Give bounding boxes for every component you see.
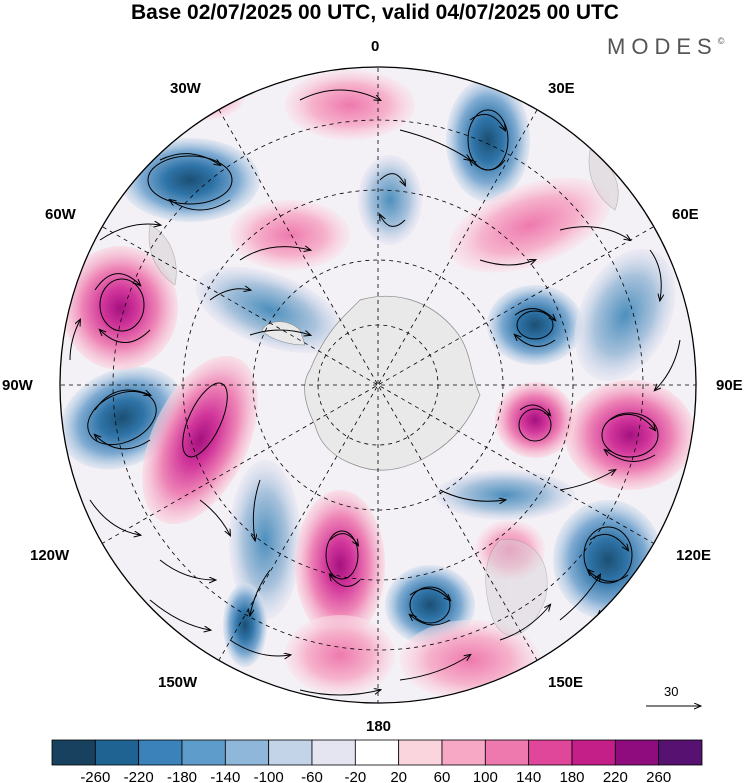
lon-label-60w: 60W <box>45 206 76 223</box>
lon-label-90e: 90E <box>716 377 743 394</box>
map-title: Base 02/07/2025 00 UTC, valid 04/07/2025… <box>131 1 619 24</box>
lon-label-90w: 90W <box>2 377 33 394</box>
colorbar-tick-label: -20 <box>344 769 366 783</box>
lon-label-0: 0 <box>371 38 380 55</box>
colorbar-swatch <box>398 739 443 766</box>
colorbar-tick-label: -140 <box>210 769 240 783</box>
colorbar-swatch <box>441 739 486 766</box>
colorbar-swatch <box>224 739 270 766</box>
map-disk <box>60 67 696 703</box>
reference-vector-label: 30 <box>664 684 679 699</box>
colorbar-tick-label: 20 <box>390 769 407 783</box>
colorbar-tick-label: 260 <box>646 769 671 783</box>
colorbar-swatch <box>311 739 356 766</box>
lon-label-120w: 120W <box>30 547 70 564</box>
antarctica-land <box>304 295 481 471</box>
colorbar-tick-label: -60 <box>301 769 323 783</box>
colorbar-tick-label: -180 <box>167 769 197 783</box>
lon-label-60e: 60E <box>672 206 699 223</box>
colorbar-tick-label: 60 <box>434 769 451 783</box>
colorbar-tick-label: -260 <box>80 769 110 783</box>
colorbar-swatch <box>94 739 140 766</box>
colorbar-swatch <box>138 739 183 766</box>
colorbar-swatch <box>484 739 530 766</box>
lon-label-30e: 30E <box>548 80 575 97</box>
lon-label-150w: 150W <box>158 674 198 691</box>
lon-label-120e: 120E <box>676 547 712 564</box>
modes-logo: MODES© <box>607 34 724 60</box>
colorbar <box>51 739 703 766</box>
colorbar-swatch <box>571 739 616 766</box>
colorbar-tick-label: -100 <box>254 769 284 783</box>
lon-label-30w: 30W <box>170 80 201 97</box>
lon-label-150e: 150E <box>548 674 584 691</box>
colorbar-tick-label: -220 <box>124 769 154 783</box>
copyright-mark: © <box>717 36 725 46</box>
graticule <box>60 67 696 703</box>
map-boundary <box>59 66 697 704</box>
colorbar-tick-label: 180 <box>559 769 584 783</box>
colorbar-swatch <box>51 739 96 766</box>
colorbar-swatch <box>268 739 313 766</box>
colorbar-tick-label: 220 <box>603 769 628 783</box>
colorbar-swatch <box>614 739 660 766</box>
colorbar-tick-label: 140 <box>516 769 541 783</box>
colorbar-labels: -260 -220 -180 -140 -100 -60 -20 20 60 100 140 180 2… <box>80 769 671 783</box>
colorbar-swatch <box>181 739 226 766</box>
anomaly-field <box>60 70 695 700</box>
colorbar-tick-label: 100 <box>473 769 498 783</box>
colorbar-swatch <box>528 739 573 766</box>
colorbar-swatch <box>658 739 703 766</box>
colorbar-swatch <box>354 739 400 766</box>
brand-text: MODES <box>607 34 718 59</box>
lon-label-180: 180 <box>366 718 392 735</box>
